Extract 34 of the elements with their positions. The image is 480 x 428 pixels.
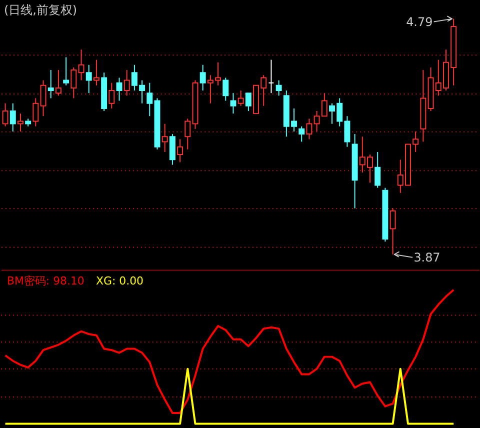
candlestick xyxy=(48,70,54,99)
candlestick xyxy=(238,90,244,106)
annotation: 4.79 xyxy=(406,14,433,29)
chart-title: (日线,前复权) xyxy=(4,2,78,17)
candlestick xyxy=(93,59,100,86)
candlestick xyxy=(55,70,62,96)
candlestick xyxy=(32,98,39,127)
candlestick xyxy=(17,113,24,132)
candlestick xyxy=(268,59,274,94)
candlestick xyxy=(162,123,168,152)
candlestick xyxy=(276,80,282,96)
candlestick xyxy=(124,70,130,96)
candlestick xyxy=(108,82,115,109)
candlestick xyxy=(63,56,70,86)
candlestick xyxy=(70,66,77,99)
candlestick xyxy=(40,80,46,117)
candlestick xyxy=(245,92,252,112)
text: XG: 0.00 xyxy=(96,274,144,288)
candlestick xyxy=(374,151,381,188)
candlestick xyxy=(78,49,84,81)
candlestick xyxy=(390,208,396,255)
text: BM密码: 98.10 xyxy=(6,274,84,288)
candlestick xyxy=(230,92,236,114)
candlestick xyxy=(146,82,153,117)
candlestick xyxy=(116,77,122,102)
candlestick xyxy=(306,118,312,140)
candlestick xyxy=(86,64,92,94)
candlestick xyxy=(177,138,184,163)
candlestick xyxy=(222,77,229,102)
candlestick xyxy=(169,134,176,166)
annotation: 3.87 xyxy=(414,250,440,264)
candlestick xyxy=(298,126,305,142)
candlestick xyxy=(200,64,206,92)
candlestick xyxy=(10,102,16,132)
